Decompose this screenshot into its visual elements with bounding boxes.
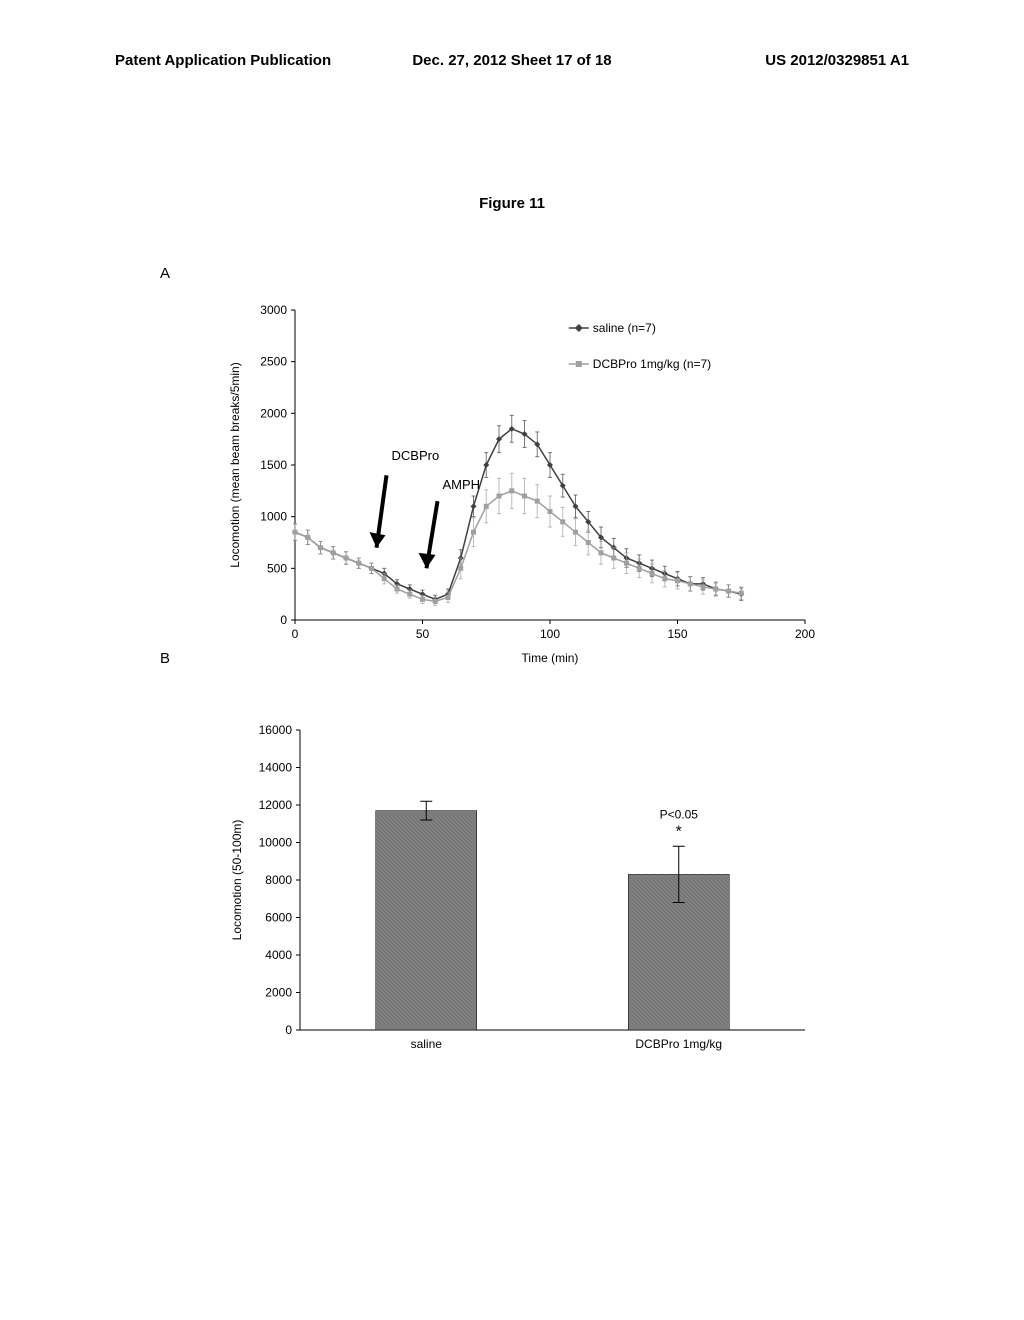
svg-text:DCBPro 1mg/kg (n=7): DCBPro 1mg/kg (n=7) [593,357,711,371]
chart-b-svg: 0 2000 4000 6000 8000 10000 12000 14000 16000 Loc… [225,720,825,1070]
svg-text:10000: 10000 [259,836,293,850]
svg-text:0: 0 [292,627,299,641]
svg-text:8000: 8000 [265,873,292,887]
header-left: Patent Application Publication [115,52,331,69]
line-chart-a: 0 500 1000 1500 2000 2500 3000 0 50 100 150 200 Time… [225,290,825,670]
svg-text:0: 0 [285,1023,292,1037]
svg-text:0: 0 [280,613,287,627]
svg-text:saline (n=7): saline (n=7) [593,321,656,335]
svg-text:4000: 4000 [265,948,292,962]
header-right: US 2012/0329851 A1 [765,52,909,69]
svg-text:500: 500 [267,561,287,575]
svg-text:2000: 2000 [260,406,287,420]
svg-text:6000: 6000 [265,911,292,925]
svg-text:P<0.05: P<0.05 [660,807,699,821]
chart-a-svg: 0 500 1000 1500 2000 2500 3000 0 50 100 150 200 Time… [225,290,825,670]
svg-text:200: 200 [795,627,815,641]
svg-text:50: 50 [416,627,430,641]
svg-text:Locomotion (50-100m): Locomotion (50-100m) [230,820,244,941]
svg-text:1500: 1500 [260,458,287,472]
svg-text:Time (min): Time (min) [522,651,579,665]
svg-text:3000: 3000 [260,303,287,317]
svg-text:DCBPro 1mg/kg: DCBPro 1mg/kg [635,1037,722,1051]
panel-a-label: A [160,265,170,282]
svg-text:Locomotion (mean beam breaks/5: Locomotion (mean beam breaks/5min) [228,362,242,567]
header-center: Dec. 27, 2012 Sheet 17 of 18 [412,52,611,69]
svg-text:14000: 14000 [259,761,293,775]
panel-b-label: B [160,650,170,667]
svg-text:150: 150 [667,627,687,641]
svg-text:12000: 12000 [259,798,293,812]
svg-text:100: 100 [540,627,560,641]
svg-text:2500: 2500 [260,355,287,369]
figure-title: Figure 11 [479,195,545,212]
svg-text:DCBPro: DCBPro [392,448,440,463]
svg-text:saline: saline [411,1037,443,1051]
svg-text:2000: 2000 [265,986,292,1000]
svg-text:*: * [676,823,682,840]
svg-text:AMPH: AMPH [443,477,481,492]
svg-text:16000: 16000 [259,723,293,737]
svg-text:1000: 1000 [260,510,287,524]
bar-chart-b: 0 2000 4000 6000 8000 10000 12000 14000 16000 Loc… [225,720,825,1070]
